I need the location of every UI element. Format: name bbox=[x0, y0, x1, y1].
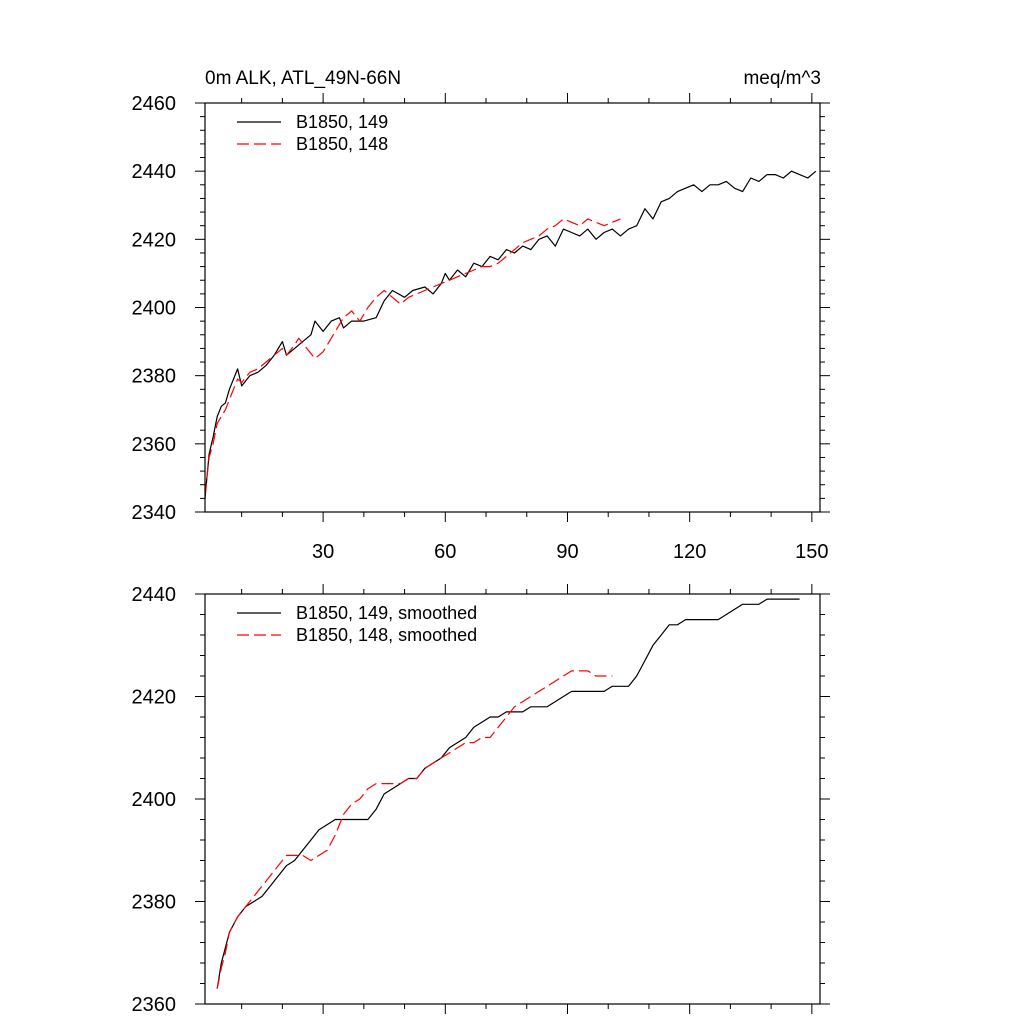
top-y-tick-label: 2340 bbox=[132, 502, 177, 524]
bottom-panel-series bbox=[216, 598, 800, 989]
top-legend-label: B1850, 148 bbox=[296, 134, 388, 154]
top-x-tick-label: 30 bbox=[312, 541, 334, 563]
top-y-tick-label: 2440 bbox=[132, 161, 177, 183]
bottom-y-tick-label: 2420 bbox=[132, 687, 177, 709]
top-panel-units: meq/m^3 bbox=[743, 68, 821, 89]
top-y-tick-label: 2460 bbox=[132, 93, 177, 115]
top-panel-ticks: 30 60 90 120 150 2340 2360 2380 2400 2420 2440 2460 bbox=[132, 93, 830, 563]
bottom-legend-label: B1850, 149, smoothed bbox=[296, 603, 477, 623]
top-x-tick-label: 120 bbox=[673, 541, 706, 563]
bottom-series-line-2 bbox=[216, 670, 613, 989]
top-x-tick-label: 90 bbox=[556, 541, 578, 563]
bottom-panel: 2360 2380 2400 2420 2440 B1850, 149, smoothe… bbox=[132, 584, 830, 1016]
bottom-y-tick-label: 2360 bbox=[132, 994, 177, 1016]
top-x-tick-label: 150 bbox=[795, 541, 828, 563]
bottom-legend-label: B1850, 148, smoothed bbox=[296, 625, 477, 645]
bottom-y-tick-label: 2400 bbox=[132, 789, 177, 811]
top-panel-series bbox=[204, 170, 817, 499]
top-panel-frame bbox=[204, 102, 821, 513]
top-y-tick-label: 2400 bbox=[132, 298, 177, 320]
top-y-tick-label: 2360 bbox=[132, 434, 177, 456]
top-x-tick-label: 60 bbox=[434, 541, 456, 563]
bottom-y-tick-label: 2380 bbox=[132, 892, 177, 914]
top-y-tick-label: 2380 bbox=[132, 366, 177, 388]
top-y-tick-label: 2420 bbox=[132, 229, 177, 251]
top-series-line-1 bbox=[204, 170, 817, 499]
top-legend-label: B1850, 149 bbox=[296, 112, 388, 132]
bottom-panel-ticks: 2360 2380 2400 2420 2440 bbox=[132, 584, 830, 1016]
bottom-y-tick-label: 2440 bbox=[132, 584, 177, 606]
top-panel-title: 0m ALK, ATL_49N-66N bbox=[205, 68, 401, 89]
top-series-line-2 bbox=[204, 218, 621, 496]
bottom-panel-frame bbox=[204, 593, 821, 1005]
top-panel: 0m ALK, ATL_49N-66N meq/m^3 30 60 90 120 150… bbox=[132, 68, 830, 563]
bottom-series-line-1 bbox=[216, 598, 800, 989]
